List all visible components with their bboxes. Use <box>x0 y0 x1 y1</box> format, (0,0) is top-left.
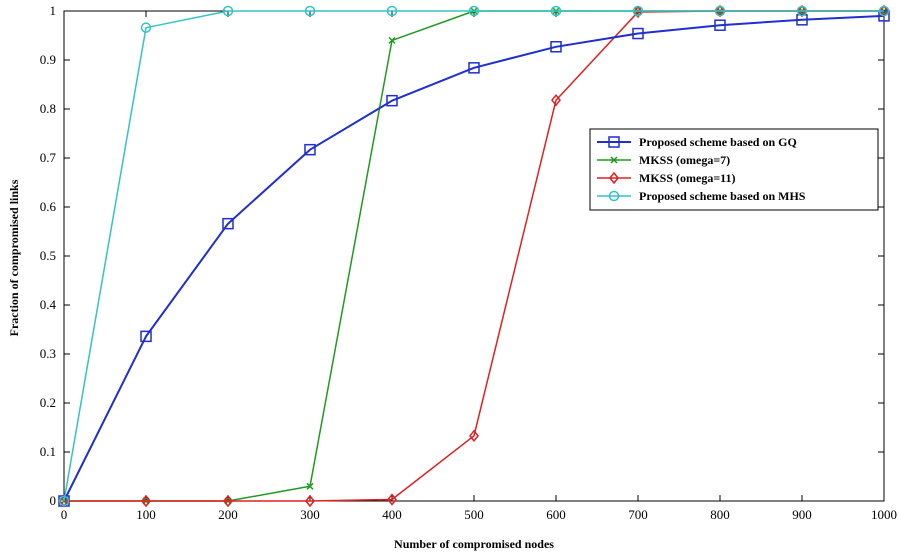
data-point <box>141 494 151 508</box>
legend-marker <box>609 171 619 185</box>
legend-marker <box>610 156 618 164</box>
data-point <box>305 494 315 508</box>
y-tick-label: 0.7 <box>40 150 57 165</box>
data-point <box>714 5 726 17</box>
data-point <box>222 217 234 230</box>
x-tick-label: 1000 <box>871 507 897 522</box>
series-layer <box>58 4 890 508</box>
legend-item: MKSS (omega=7) <box>597 153 730 167</box>
x-tick-label: 100 <box>136 507 156 522</box>
legend-item: MKSS (omega=11) <box>597 171 736 185</box>
data-point <box>58 495 70 507</box>
y-tick-label: 0.5 <box>40 248 56 263</box>
data-point <box>878 5 890 17</box>
x-tick-label: 400 <box>382 507 402 522</box>
legend-label: MKSS (omega=11) <box>639 171 736 185</box>
data-point <box>714 19 726 31</box>
data-point <box>468 5 480 17</box>
data-point <box>550 5 562 17</box>
data-point <box>304 143 316 156</box>
data-point <box>796 5 808 17</box>
x-tick-label: 900 <box>792 507 812 522</box>
x-tick-label: 800 <box>710 507 730 522</box>
y-tick-label: 0.2 <box>40 395 56 410</box>
data-point <box>222 5 234 17</box>
x-tick-label: 200 <box>218 507 238 522</box>
data-point <box>632 5 644 17</box>
legend-marker <box>608 136 620 148</box>
data-point <box>632 27 644 40</box>
y-tick-label: 0.1 <box>40 444 56 459</box>
data-point <box>304 5 316 17</box>
legend-box <box>589 128 879 211</box>
data-point <box>468 62 480 74</box>
x-tick-label: 600 <box>546 507 566 522</box>
y-axis-label: Fraction of compromised links <box>7 179 21 336</box>
data-point <box>386 5 398 17</box>
data-point <box>223 494 233 508</box>
y-tick-label: 0.9 <box>40 52 56 67</box>
x-tick-label: 300 <box>300 507 320 522</box>
legend-label: MKSS (omega=7) <box>639 153 730 167</box>
legend-label: Proposed scheme based on GQ <box>639 135 797 149</box>
data-point <box>388 36 396 44</box>
x-tick-label: 700 <box>628 507 648 522</box>
legend-item: Proposed scheme based on GQ <box>597 135 797 149</box>
legend-label: Proposed scheme based on MHS <box>639 189 806 203</box>
x-axis-label: Number of compromised nodes <box>394 537 554 551</box>
data-point <box>469 429 479 443</box>
series-4 <box>58 5 890 507</box>
legend-marker <box>608 190 620 202</box>
series-line <box>63 10 884 502</box>
legend: Proposed scheme based on GQ MKSS (omega=7… <box>589 128 879 211</box>
y-tick-label: 0.8 <box>40 101 56 116</box>
data-point <box>551 93 561 107</box>
data-point <box>550 41 562 53</box>
y-tick-label: 0 <box>50 493 57 508</box>
data-point <box>387 493 397 506</box>
y-tick-label: 1 <box>50 3 57 18</box>
x-tick-label: 0 <box>61 507 68 522</box>
data-point <box>140 330 152 343</box>
data-point <box>140 22 152 33</box>
y-tick-label: 0.4 <box>40 297 57 312</box>
axis-ticks: 0 100 200 300 400 500 600 700 800 900 1000 0 0.1 0.2 0… <box>40 3 897 522</box>
x-tick-label: 500 <box>464 507 484 522</box>
data-point <box>386 94 398 107</box>
series-line <box>63 14 885 502</box>
data-point <box>306 482 314 490</box>
legend-item: Proposed scheme based on MHS <box>597 189 806 203</box>
y-tick-label: 0.3 <box>40 346 56 361</box>
y-tick-label: 0.6 <box>40 199 57 214</box>
